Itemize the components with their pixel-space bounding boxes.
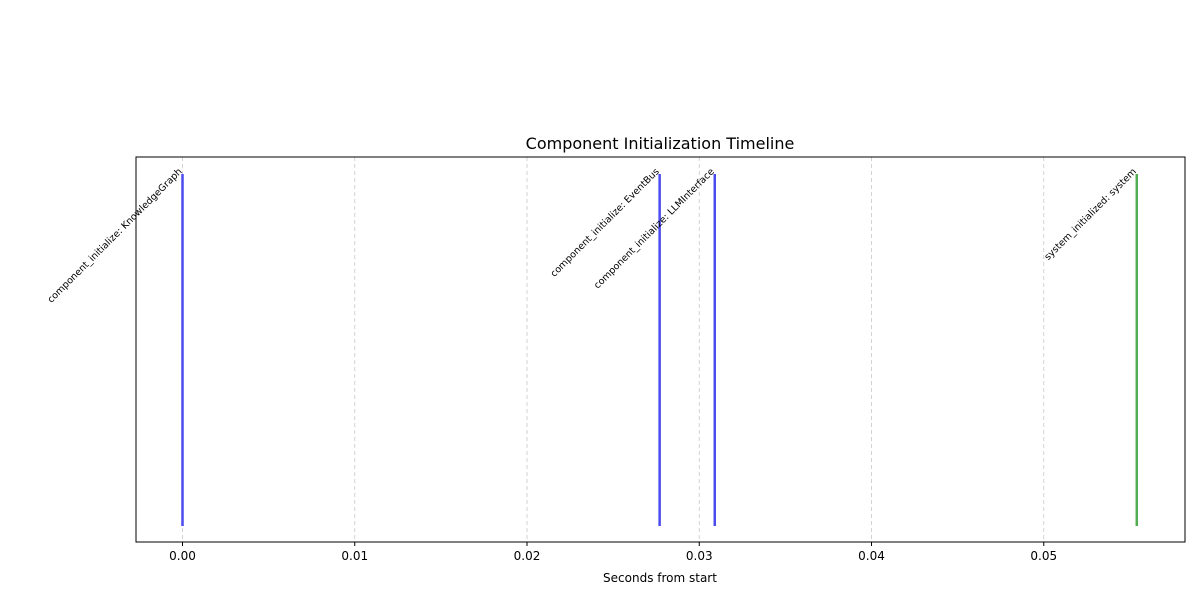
event-label: component_initialize: KnowledgeGraph [46,166,185,305]
event-label: component_initialize: LLMInterface [592,166,717,291]
event-labels: component_initialize: KnowledgeGraph comp… [46,166,1139,305]
x-tick-label: 0.04 [858,549,885,563]
x-tick-label: 0.00 [169,549,196,563]
event-label: system_initialized: system [1043,166,1139,262]
x-axis-label: Seconds from start [603,571,717,585]
x-tick-label: 0.02 [514,549,541,563]
chart-title: Component Initialization Timeline [526,134,795,153]
plot-frame [135,156,1186,543]
event-layer [181,174,1139,526]
event-label: component_initialize: EventBus [549,166,662,279]
x-tick-label: 0.05 [1030,549,1057,563]
x-tick-label: 0.01 [341,549,368,563]
x-tick-label: 0.03 [686,549,713,563]
x-axis-ticks: 0.00 0.01 0.02 0.03 0.04 0.05 [169,542,1057,563]
